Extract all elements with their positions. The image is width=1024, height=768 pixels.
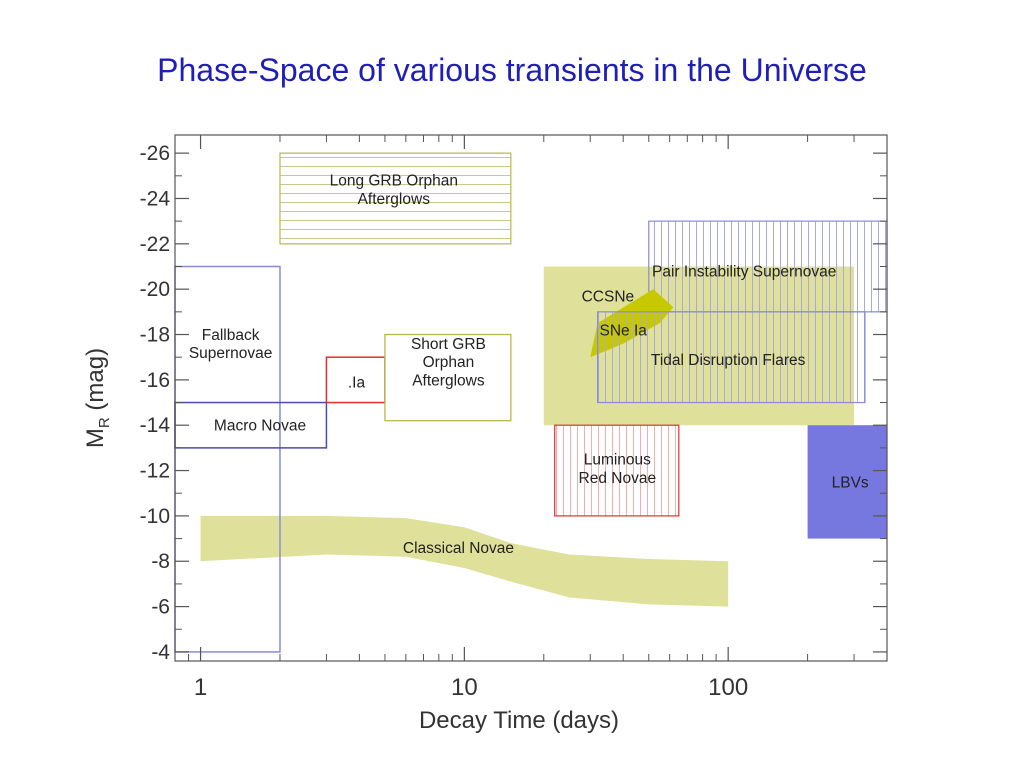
luminous-red-novae-label: Luminous <box>584 452 651 469</box>
short-grb-orphan-afterglows-label: Short GRB <box>411 336 486 353</box>
long-grb-orphan-afterglows-label: Afterglows <box>358 191 431 208</box>
tidal-disruption-flares-label: Tidal Disruption Flares <box>651 352 806 369</box>
classical-novae-band <box>200 515 729 607</box>
ccsne-label: CCSNe <box>582 288 635 305</box>
short-grb-orphan-afterglows-region <box>384 333 512 422</box>
y-tick-label: -20 <box>140 278 170 301</box>
y-tick-label: -26 <box>140 142 170 165</box>
x-tick-label: 1 <box>194 674 207 701</box>
x-tick-label: 10 <box>451 674 478 701</box>
ia-region <box>325 356 386 404</box>
pair-instability-supernovae-label: Pair Instability Supernovae <box>652 263 836 280</box>
lbvs-label: LBVs <box>832 474 869 491</box>
classical-novae-label: Classical Novae <box>403 540 514 557</box>
y-tick-label: -22 <box>140 233 170 256</box>
y-tick-label: -16 <box>140 369 170 392</box>
slide-title: Phase-Space of various transients in the… <box>157 52 867 88</box>
y-tick-label: -12 <box>140 460 170 483</box>
luminous-red-novae-region <box>554 424 680 517</box>
fallback-supernovae-label: Fallback <box>202 327 260 344</box>
y-tick-label: -10 <box>140 505 170 528</box>
x-axis-label: Decay Time (days) <box>419 707 619 734</box>
x-tick-label: 100 <box>708 674 748 701</box>
y-tick-label: -18 <box>140 324 170 347</box>
y-tick-label: -4 <box>151 641 170 664</box>
y-tick-label: -8 <box>151 550 170 573</box>
short-grb-orphan-afterglows-label: Afterglows <box>412 372 485 389</box>
long-grb-orphan-afterglows-label: Long GRB Orphan <box>330 173 458 190</box>
long-grb-orphan-afterglows-region <box>279 152 512 245</box>
ia-label: .Ia <box>348 375 366 392</box>
sne-ia-label: SNe Ia <box>600 322 648 339</box>
plot-frame <box>174 134 888 662</box>
fallback-supernovae-region <box>174 265 281 653</box>
y-tick-label: -24 <box>140 187 171 210</box>
macro-novae-label: Macro Novae <box>214 418 306 435</box>
y-axis-label: MR (mag) <box>82 348 113 448</box>
tidal-disruption-flares-region <box>597 311 866 404</box>
fallback-supernovae-label: Supernovae <box>189 345 273 362</box>
lbvs-region <box>807 425 887 539</box>
luminous-red-novae-label: Red Novae <box>579 470 657 487</box>
y-tick-label: -14 <box>140 414 171 437</box>
y-tick-label: -6 <box>151 596 170 619</box>
short-grb-orphan-afterglows-label: Orphan <box>423 354 475 371</box>
